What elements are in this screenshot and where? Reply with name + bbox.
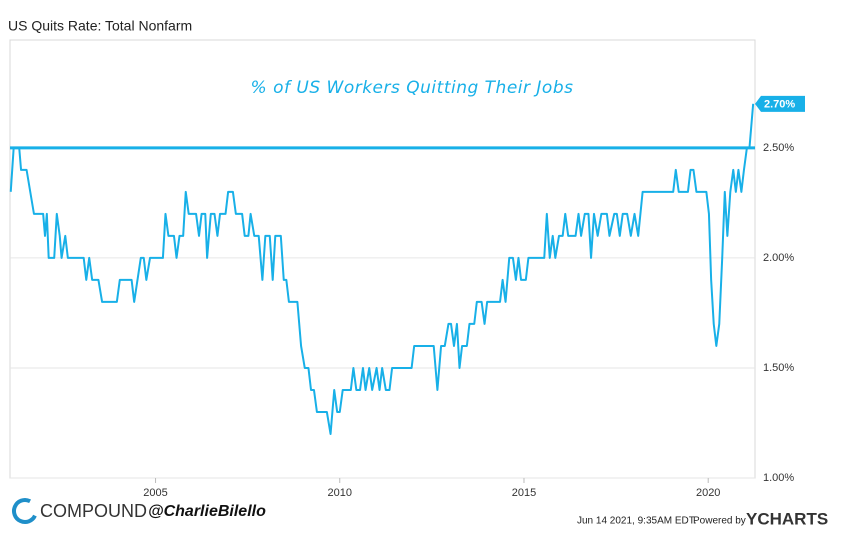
x-tick-label: 2020 (696, 487, 720, 499)
timestamp: Jun 14 2021, 9:35AM EDT. (577, 516, 697, 527)
y-tick-label: 2.50% (763, 142, 794, 154)
y-tick-label: 1.00% (763, 472, 794, 484)
x-tick-label: 2010 (328, 487, 352, 499)
provider: YCHARTS (746, 509, 828, 528)
footer: COMPOUND @CharlieBilello Jun 14 2021, 9:… (12, 498, 828, 528)
brand: COMPOUND (40, 501, 147, 521)
chart-title: US Quits Rate: Total Nonfarm (8, 18, 192, 34)
y-tick-label: 2.00% (763, 252, 794, 264)
x-tick-label: 2005 (143, 487, 167, 499)
annotation: % of US Workers Quitting Their Jobs (251, 78, 574, 98)
end-label-box (755, 95, 805, 112)
series-line (9, 103, 755, 435)
x-tick-label: 2015 (512, 487, 536, 499)
handle: @CharlieBilello (148, 503, 266, 520)
logo (12, 498, 38, 524)
y-tick-label: 1.50% (763, 362, 794, 374)
plot-frame (9, 39, 756, 479)
end-label: 2.70% (764, 99, 795, 111)
powered-by: Powered by (693, 516, 746, 527)
